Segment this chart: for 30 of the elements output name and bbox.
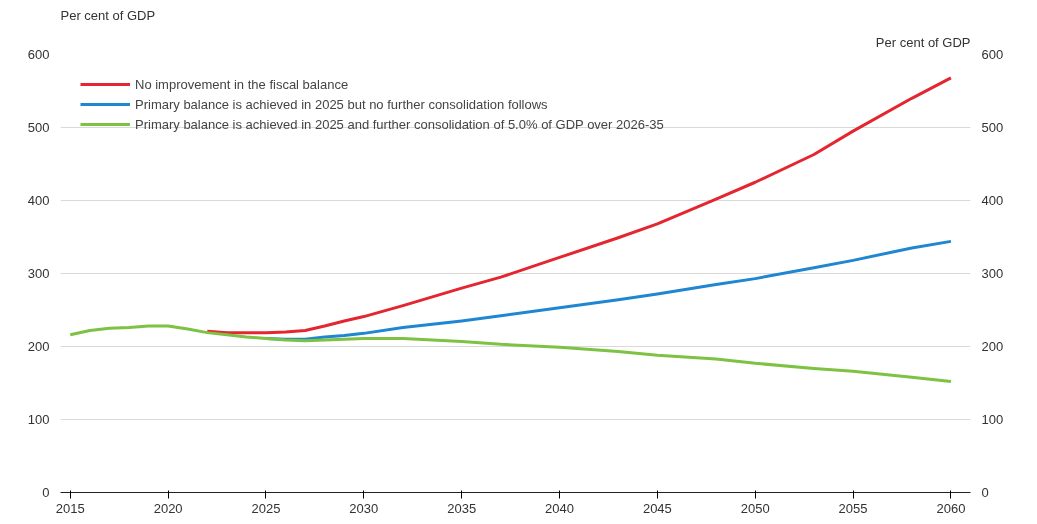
y-tick-label: 200: [27, 339, 50, 354]
y2-tick-label: 500: [981, 120, 1004, 135]
x-tick-label: 2040: [545, 500, 574, 516]
y-tick-label: 100: [27, 412, 50, 427]
y-axis-title: Per cent of GDP: [60, 7, 156, 23]
y-tick-label: 400: [27, 193, 50, 208]
y-tick-label: 0: [42, 485, 50, 500]
y-tick-label: 600: [27, 47, 50, 62]
y2-tick-label: 0: [981, 485, 989, 500]
y2-tick-label: 300: [981, 266, 1004, 281]
x-tick-label: 2060: [936, 500, 966, 516]
x-tick-label: 2035: [447, 500, 477, 516]
x-tick-label: 2015: [55, 500, 85, 516]
y-tick-label: 300: [27, 266, 50, 281]
y2-tick-label: 200: [981, 339, 1004, 354]
y-tick-label: 500: [27, 120, 50, 135]
x-tick-label: 2055: [838, 500, 868, 516]
legend-label: Primary balance is achieved in 2025 but no further consolidation follows: [135, 96, 548, 112]
y2-tick-label: 400: [981, 193, 1004, 208]
legend-label: No improvement in the fiscal balance: [135, 76, 349, 92]
legend-label: Primary balance is achieved in 2025 and further consolidation of 5.0% of GDP over 2026-35: [135, 116, 664, 132]
x-tick-label: 2045: [642, 500, 672, 516]
x-tick-label: 2030: [349, 500, 379, 516]
x-tick-label: 2050: [740, 500, 770, 516]
x-tick-label: 2025: [251, 500, 281, 516]
y2-tick-label: 100: [981, 412, 1004, 427]
line-series: [68, 324, 953, 384]
x-tick-label: 2020: [153, 500, 183, 516]
y2-axis-title: Per cent of GDP: [875, 34, 971, 50]
y2-tick-label: 600: [981, 47, 1004, 62]
